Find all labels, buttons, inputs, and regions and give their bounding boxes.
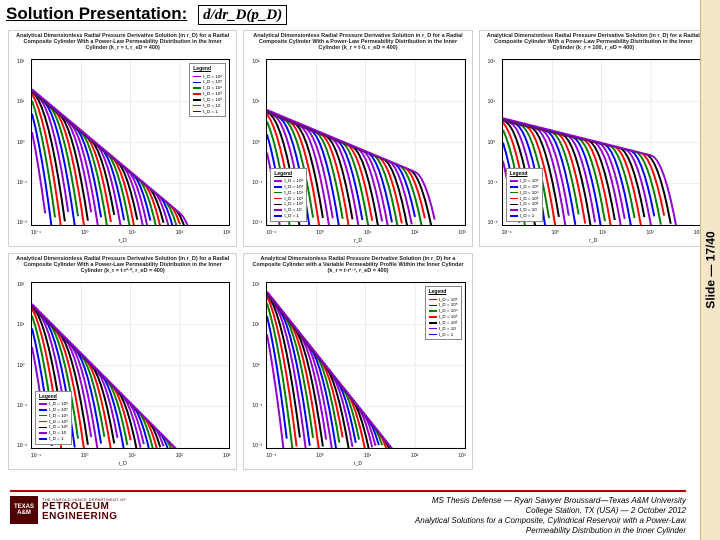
x-axis-label: r_D xyxy=(119,238,127,244)
legend: Legendt_D = 10⁶t_D = 10⁵t_D = 10⁴t_D = 1… xyxy=(425,286,462,340)
x-axis-label: r_D xyxy=(589,238,597,244)
chart-title: Analytical Dimensionless Radial Pressure… xyxy=(13,256,232,274)
slide-number-sidebar: Slide — 17/40 xyxy=(700,0,720,540)
chart-title: Analytical Dimensionless Radial Pressure… xyxy=(484,33,703,51)
x-ticks: 10⁻¹10⁰10¹10²10³ xyxy=(31,453,230,459)
log-log-chart: Analytical Dimensionless Radial Pressure… xyxy=(8,30,237,247)
x-ticks: 10⁻¹10⁰10¹10²10³ xyxy=(31,230,230,236)
legend: Legendt_D = 10⁶t_D = 10⁵t_D = 10⁴t_D = 1… xyxy=(270,168,307,222)
texas-am-logo: TEXAS A&M xyxy=(10,496,38,524)
title-equation: d/dr_D(p_D) xyxy=(198,5,287,25)
log-log-chart: Analytical Dimensionless Radial Pressure… xyxy=(243,30,472,247)
x-axis-label: r_D xyxy=(354,238,362,244)
x-ticks: 10⁻¹10⁰10¹10²10³ xyxy=(266,230,465,236)
y-ticks: 10⁻²10⁻¹10⁰10¹10² xyxy=(488,59,498,226)
log-log-chart: Analytical Dimensionless Radial Pressure… xyxy=(479,30,708,247)
footer-text: MS Thesis Defense — Ryan Sawyer Broussar… xyxy=(415,496,686,536)
series-curve xyxy=(267,316,287,439)
y-ticks: 10⁻²10⁻¹10⁰10¹10² xyxy=(17,282,27,449)
x-axis-label: r_D xyxy=(119,461,127,467)
title-text: Solution Presentation: xyxy=(6,4,187,23)
legend: Legendt_D = 10⁶t_D = 10⁵t_D = 10⁴t_D = 1… xyxy=(506,168,543,222)
logo-block: TEXAS A&M THE HAROLD VANCE DEPARTMENT OF… xyxy=(10,496,126,524)
legend: Legendt_D = 10⁶t_D = 10⁵t_D = 10⁴t_D = 1… xyxy=(189,63,226,117)
slide-title: Solution Presentation: d/dr_D(p_D) xyxy=(6,4,287,24)
petroleum-logo: THE HAROLD VANCE DEPARTMENT OF PETROLEUM… xyxy=(42,498,126,522)
chart-title: Analytical Dimensionless Radial Pressure… xyxy=(248,33,467,51)
chart-grid: Analytical Dimensionless Radial Pressure… xyxy=(8,30,708,470)
chart-title: Analytical Dimensionless Radial Pressure… xyxy=(248,256,467,274)
y-ticks: 10⁻²10⁻¹10⁰10¹10² xyxy=(17,59,27,226)
slide-root: Solution Presentation: d/dr_D(p_D) Analy… xyxy=(0,0,720,540)
log-log-chart: Analytical Dimensionless Radial Pressure… xyxy=(8,253,237,470)
x-ticks: 10⁻¹10⁰10¹10²10³ xyxy=(266,453,465,459)
footer-divider xyxy=(10,490,686,492)
log-log-chart: Analytical Dimensionless Radial Pressure… xyxy=(243,253,472,470)
chart-title: Analytical Dimensionless Radial Pressure… xyxy=(13,33,232,51)
footer: TEXAS A&M THE HAROLD VANCE DEPARTMENT OF… xyxy=(0,490,696,536)
y-ticks: 10⁻²10⁻¹10⁰10¹10² xyxy=(252,282,262,449)
x-axis-label: r_D xyxy=(354,461,362,467)
slide-number: Slide — 17/40 xyxy=(704,231,718,308)
legend: Legendt_D = 10⁶t_D = 10⁵t_D = 10⁴t_D = 1… xyxy=(35,391,72,445)
y-ticks: 10⁻²10⁻¹10⁰10¹10² xyxy=(252,59,262,226)
x-ticks: 10⁻¹10⁰10¹10²10³ xyxy=(502,230,701,236)
